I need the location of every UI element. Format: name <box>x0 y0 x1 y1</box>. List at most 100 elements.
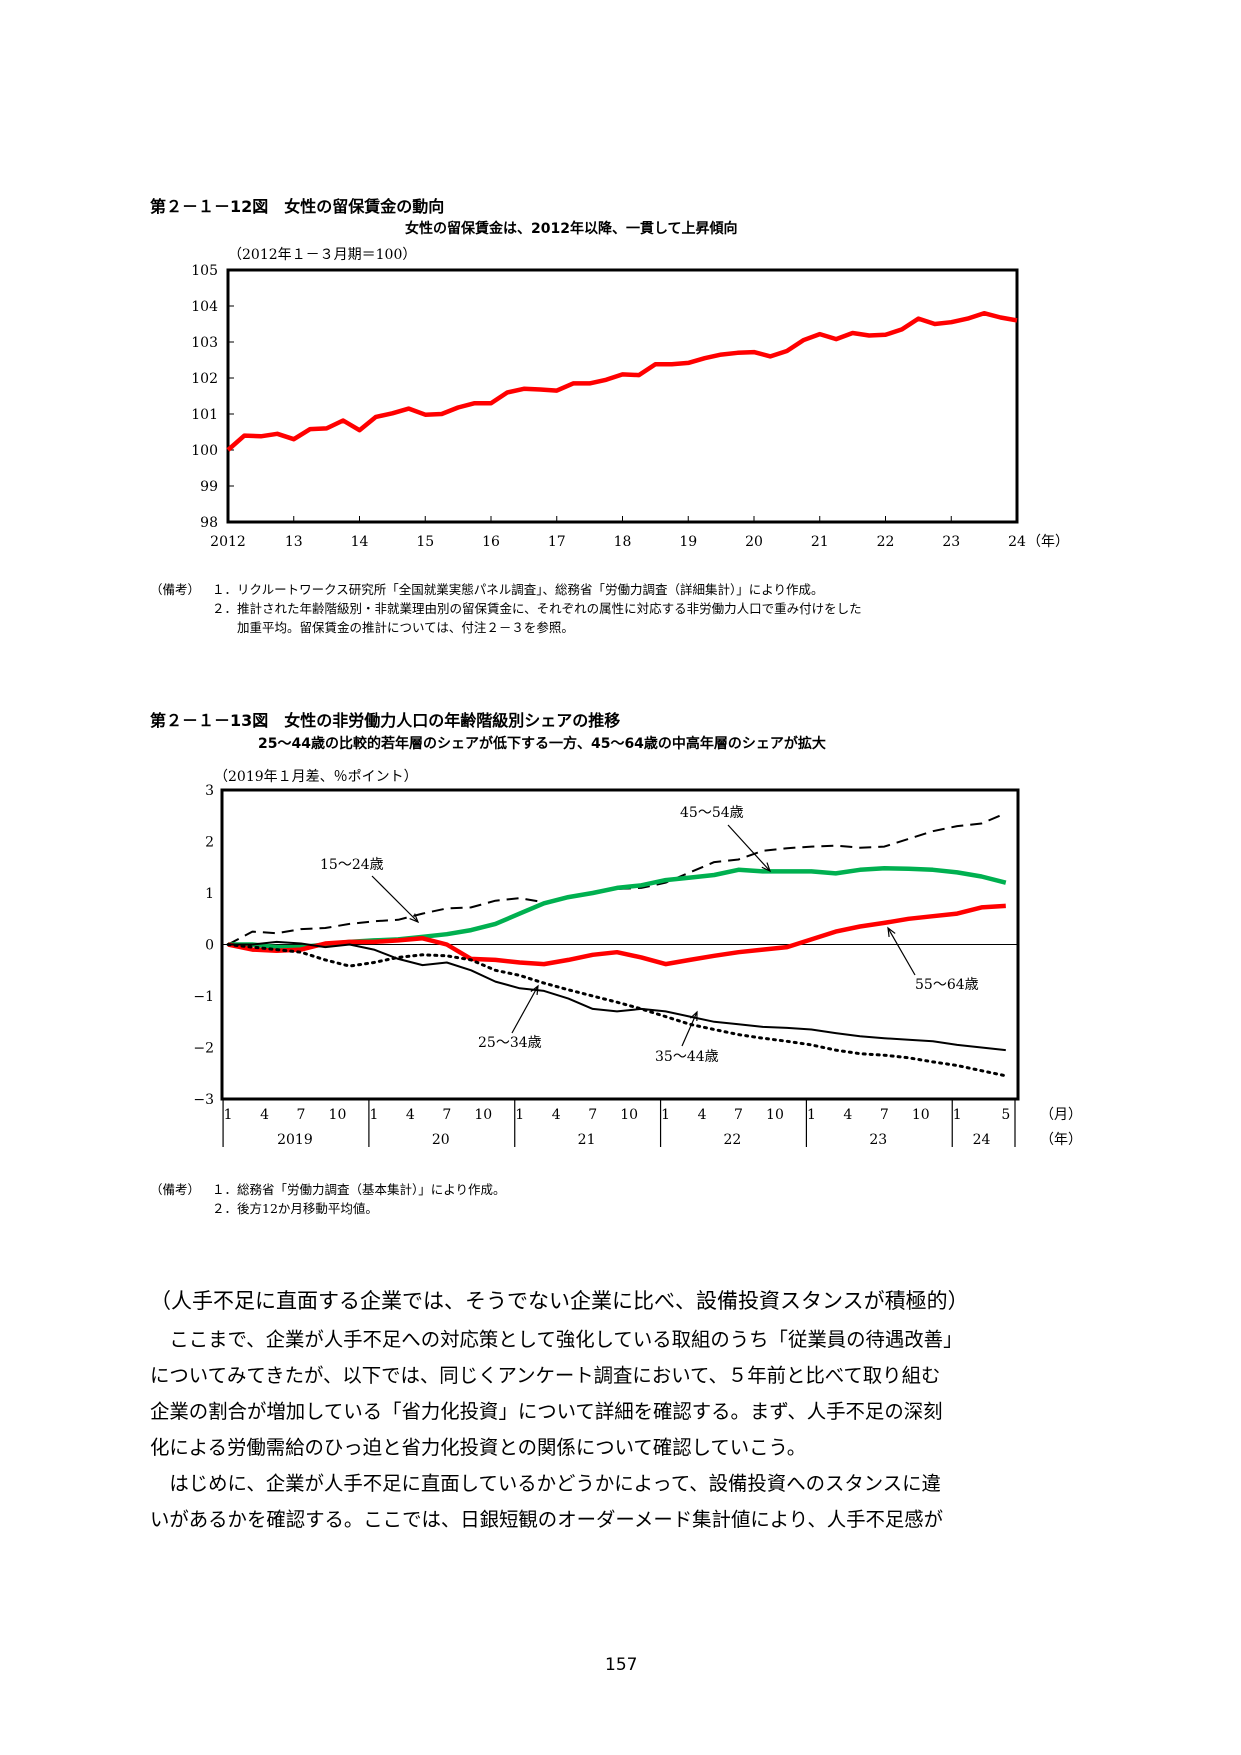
y-tick-label: 101 <box>191 407 218 423</box>
year-label: 20 <box>432 1132 450 1148</box>
fig12-note-1: （備考） １．リクルートワークス研究所「全国就業実態パネル調査」、総務省「労働力調… <box>150 582 824 597</box>
paragraph-line: 企業の割合が増加している「省力化投資」について詳細を確認する。まず、人手不足の深… <box>150 1400 943 1423</box>
y-tick-label: 104 <box>191 299 218 315</box>
month-tick-label: 10 <box>474 1107 492 1123</box>
y-tick-label: 99 <box>200 479 218 495</box>
fig13-note-1: （備考） １．総務省「労働力調査（基本集計）」により作成。 <box>150 1182 506 1197</box>
arrow-head <box>409 913 420 924</box>
x-tick-label: 23 <box>942 534 960 550</box>
annotation-label: 35～44歳 <box>655 1049 719 1065</box>
month-tick-label: 4 <box>698 1107 707 1123</box>
year-axis-unit: （年） <box>1040 1132 1082 1148</box>
plot-frame <box>226 268 1019 524</box>
fig13-note-2: ２．後方12か月移動平均値。 <box>212 1201 378 1216</box>
annotation-arrow <box>371 875 419 923</box>
year-label: 2019 <box>277 1132 313 1148</box>
annotation-label: 45～54歳 <box>680 805 744 821</box>
x-tick-label: 20 <box>745 534 763 550</box>
arrow-head <box>887 926 896 938</box>
month-tick-label: 4 <box>406 1107 415 1123</box>
x-tick-label: 16 <box>482 534 500 550</box>
month-tick-label: 1 <box>224 1107 233 1123</box>
month-tick-label: 5 <box>1001 1107 1010 1123</box>
month-tick-label: 1 <box>369 1107 378 1123</box>
y-tick-label: 2 <box>205 835 214 851</box>
year-label: 23 <box>869 1132 887 1148</box>
fig12-subtitle: 女性の留保賃金は、2012年以降、一貫して上昇傾向 <box>405 221 738 237</box>
y-tick-label: −2 <box>193 1041 214 1057</box>
annotation-label: 55～64歳 <box>915 977 979 993</box>
annotation-label: 25～34歳 <box>478 1035 542 1051</box>
y-tick-label: 103 <box>191 335 218 351</box>
month-tick-label: 1 <box>953 1107 962 1123</box>
series-line-3 <box>227 903 1006 967</box>
fig12-note-3: 加重平均。留保賃金の推計については、付注２－３を参照。 <box>212 620 574 635</box>
y-tick-label: 3 <box>205 783 214 799</box>
month-tick-label: 1 <box>661 1107 670 1123</box>
annotation-arrow <box>681 1011 698 1047</box>
series-line-1 <box>227 812 1007 946</box>
x-tick-label: 22 <box>877 534 895 550</box>
x-tick-label: 18 <box>614 534 632 550</box>
y-tick-label: 98 <box>200 515 218 531</box>
arrow-head <box>761 862 772 873</box>
x-tick-label: 19 <box>679 534 697 550</box>
year-label: 24 <box>973 1132 991 1148</box>
fig13-title: 第２－１－13図 女性の非労働力人口の年齢階級別シェアの推移 <box>150 711 621 730</box>
month-tick-label: 10 <box>329 1107 347 1123</box>
month-tick-label: 7 <box>734 1107 743 1123</box>
x-tick-label: 14 <box>351 534 369 550</box>
fig12-note-2: ２．推計された年齢階級別・非就業理由別の留保賃金に、それぞれの属性に対応する非労… <box>212 601 862 616</box>
paragraph-line: についてみてきたが、以下では、同じくアンケート調査において、５年前と比べて取り組… <box>150 1364 941 1387</box>
month-tick-label: 7 <box>297 1107 306 1123</box>
x-tick-label: 24 <box>1008 534 1026 550</box>
month-axis-unit: （月） <box>1040 1107 1082 1123</box>
fig12-title: 第２－１－12図 女性の留保賃金の動向 <box>150 197 445 216</box>
fig13-unit: （2019年１月差、％ポイント） <box>214 769 418 785</box>
x-axis-unit: （年） <box>1027 534 1069 550</box>
annotation-arrow <box>887 927 916 976</box>
month-tick-label: 7 <box>588 1107 597 1123</box>
fig13-subtitle: 25～44歳の比較的若年層のシェアが低下する一方、45～64歳の中高年層のシェア… <box>258 736 826 752</box>
paragraph-line: はじめに、企業が人手不足に直面しているかどうかによって、設備投資へのスタンスに違 <box>150 1472 941 1495</box>
series-line-5 <box>226 943 1008 1078</box>
x-tick-label: 15 <box>416 534 434 550</box>
fig13-notes: （備考） １．総務省「労働力調査（基本集計）」により作成。 ２．後方12か月移動平… <box>150 1180 506 1218</box>
arrow-head <box>690 1010 698 1022</box>
fig12-chart: 98 99 100 101 102 103 104 105 2012 13 14 15 16 17 18 19… <box>191 263 1069 550</box>
annotation-label: 15～24歳 <box>320 857 384 873</box>
x-tick-label: 13 <box>285 534 303 550</box>
annotation-arrow <box>727 824 771 872</box>
y-tick-label: 1 <box>205 886 214 902</box>
year-label: 21 <box>578 1132 596 1148</box>
y-tick-label: −1 <box>193 989 214 1005</box>
month-tick-label: 7 <box>442 1107 451 1123</box>
y-tick-label: 102 <box>191 371 218 387</box>
x-tick-label: 17 <box>548 534 566 550</box>
paragraph-line: いがあるかを確認する。ここでは、日銀短観のオーダーメード集計値により、人手不足感… <box>150 1508 944 1531</box>
month-tick-label: 10 <box>912 1107 930 1123</box>
body-text: ここまで、企業が人手不足への対応策として強化している取組のうち「従業員の待遇改善… <box>150 1322 962 1538</box>
page-number: 157 <box>605 1655 638 1675</box>
month-tick-label: 1 <box>515 1107 524 1123</box>
month-tick-label: 4 <box>260 1107 269 1123</box>
month-tick-label: 7 <box>880 1107 889 1123</box>
x-tick-label: 2012 <box>210 534 246 550</box>
month-tick-label: 4 <box>552 1107 561 1123</box>
series-line-retention-wage <box>226 310 1018 452</box>
y-tick-label: −3 <box>193 1092 214 1108</box>
annotation-arrow <box>511 985 539 1034</box>
month-tick-label: 4 <box>843 1107 852 1123</box>
paragraph-line: 化による労働需給のひっ迫と省力化投資との関係について確認していこう。 <box>150 1436 807 1459</box>
y-tick-label: 100 <box>191 443 218 459</box>
year-label: 22 <box>723 1132 741 1148</box>
section-heading: （人手不足に直面する企業では、そうでない企業に比べ、設備投資スタンスが積極的） <box>150 1289 969 1313</box>
arrow-head <box>530 984 539 996</box>
fig12-notes: （備考） １．リクルートワークス研究所「全国就業実態パネル調査」、総務省「労働力調… <box>150 580 862 637</box>
y-tick-label: 0 <box>205 938 214 954</box>
paragraph-line: ここまで、企業が人手不足への対応策として強化している取組のうち「従業員の待遇改善… <box>150 1328 963 1351</box>
month-tick-label: 10 <box>620 1107 638 1123</box>
month-tick-label: 10 <box>766 1107 784 1123</box>
month-tick-label: 1 <box>807 1107 816 1123</box>
